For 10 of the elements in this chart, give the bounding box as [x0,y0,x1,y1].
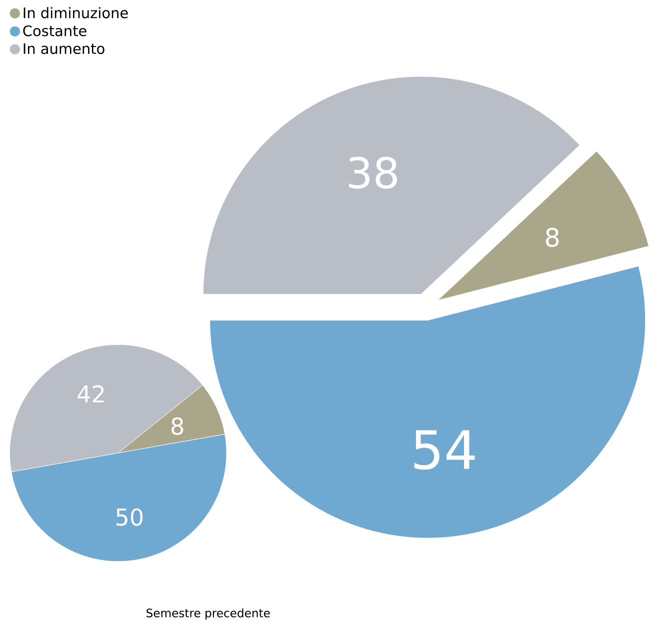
data-label: 38 [349,156,397,189]
data-label: 8 [546,228,559,248]
data-label: 8 [172,417,184,435]
data-label: 50 [116,508,143,526]
data-label: 54 [414,430,475,470]
data-label: 42 [78,385,104,402]
text: Semestre precedente [146,608,270,620]
legend-label: Costante [23,25,86,36]
legend-label: In aumento [24,43,104,54]
legend-label: In diminuzione [24,7,128,18]
